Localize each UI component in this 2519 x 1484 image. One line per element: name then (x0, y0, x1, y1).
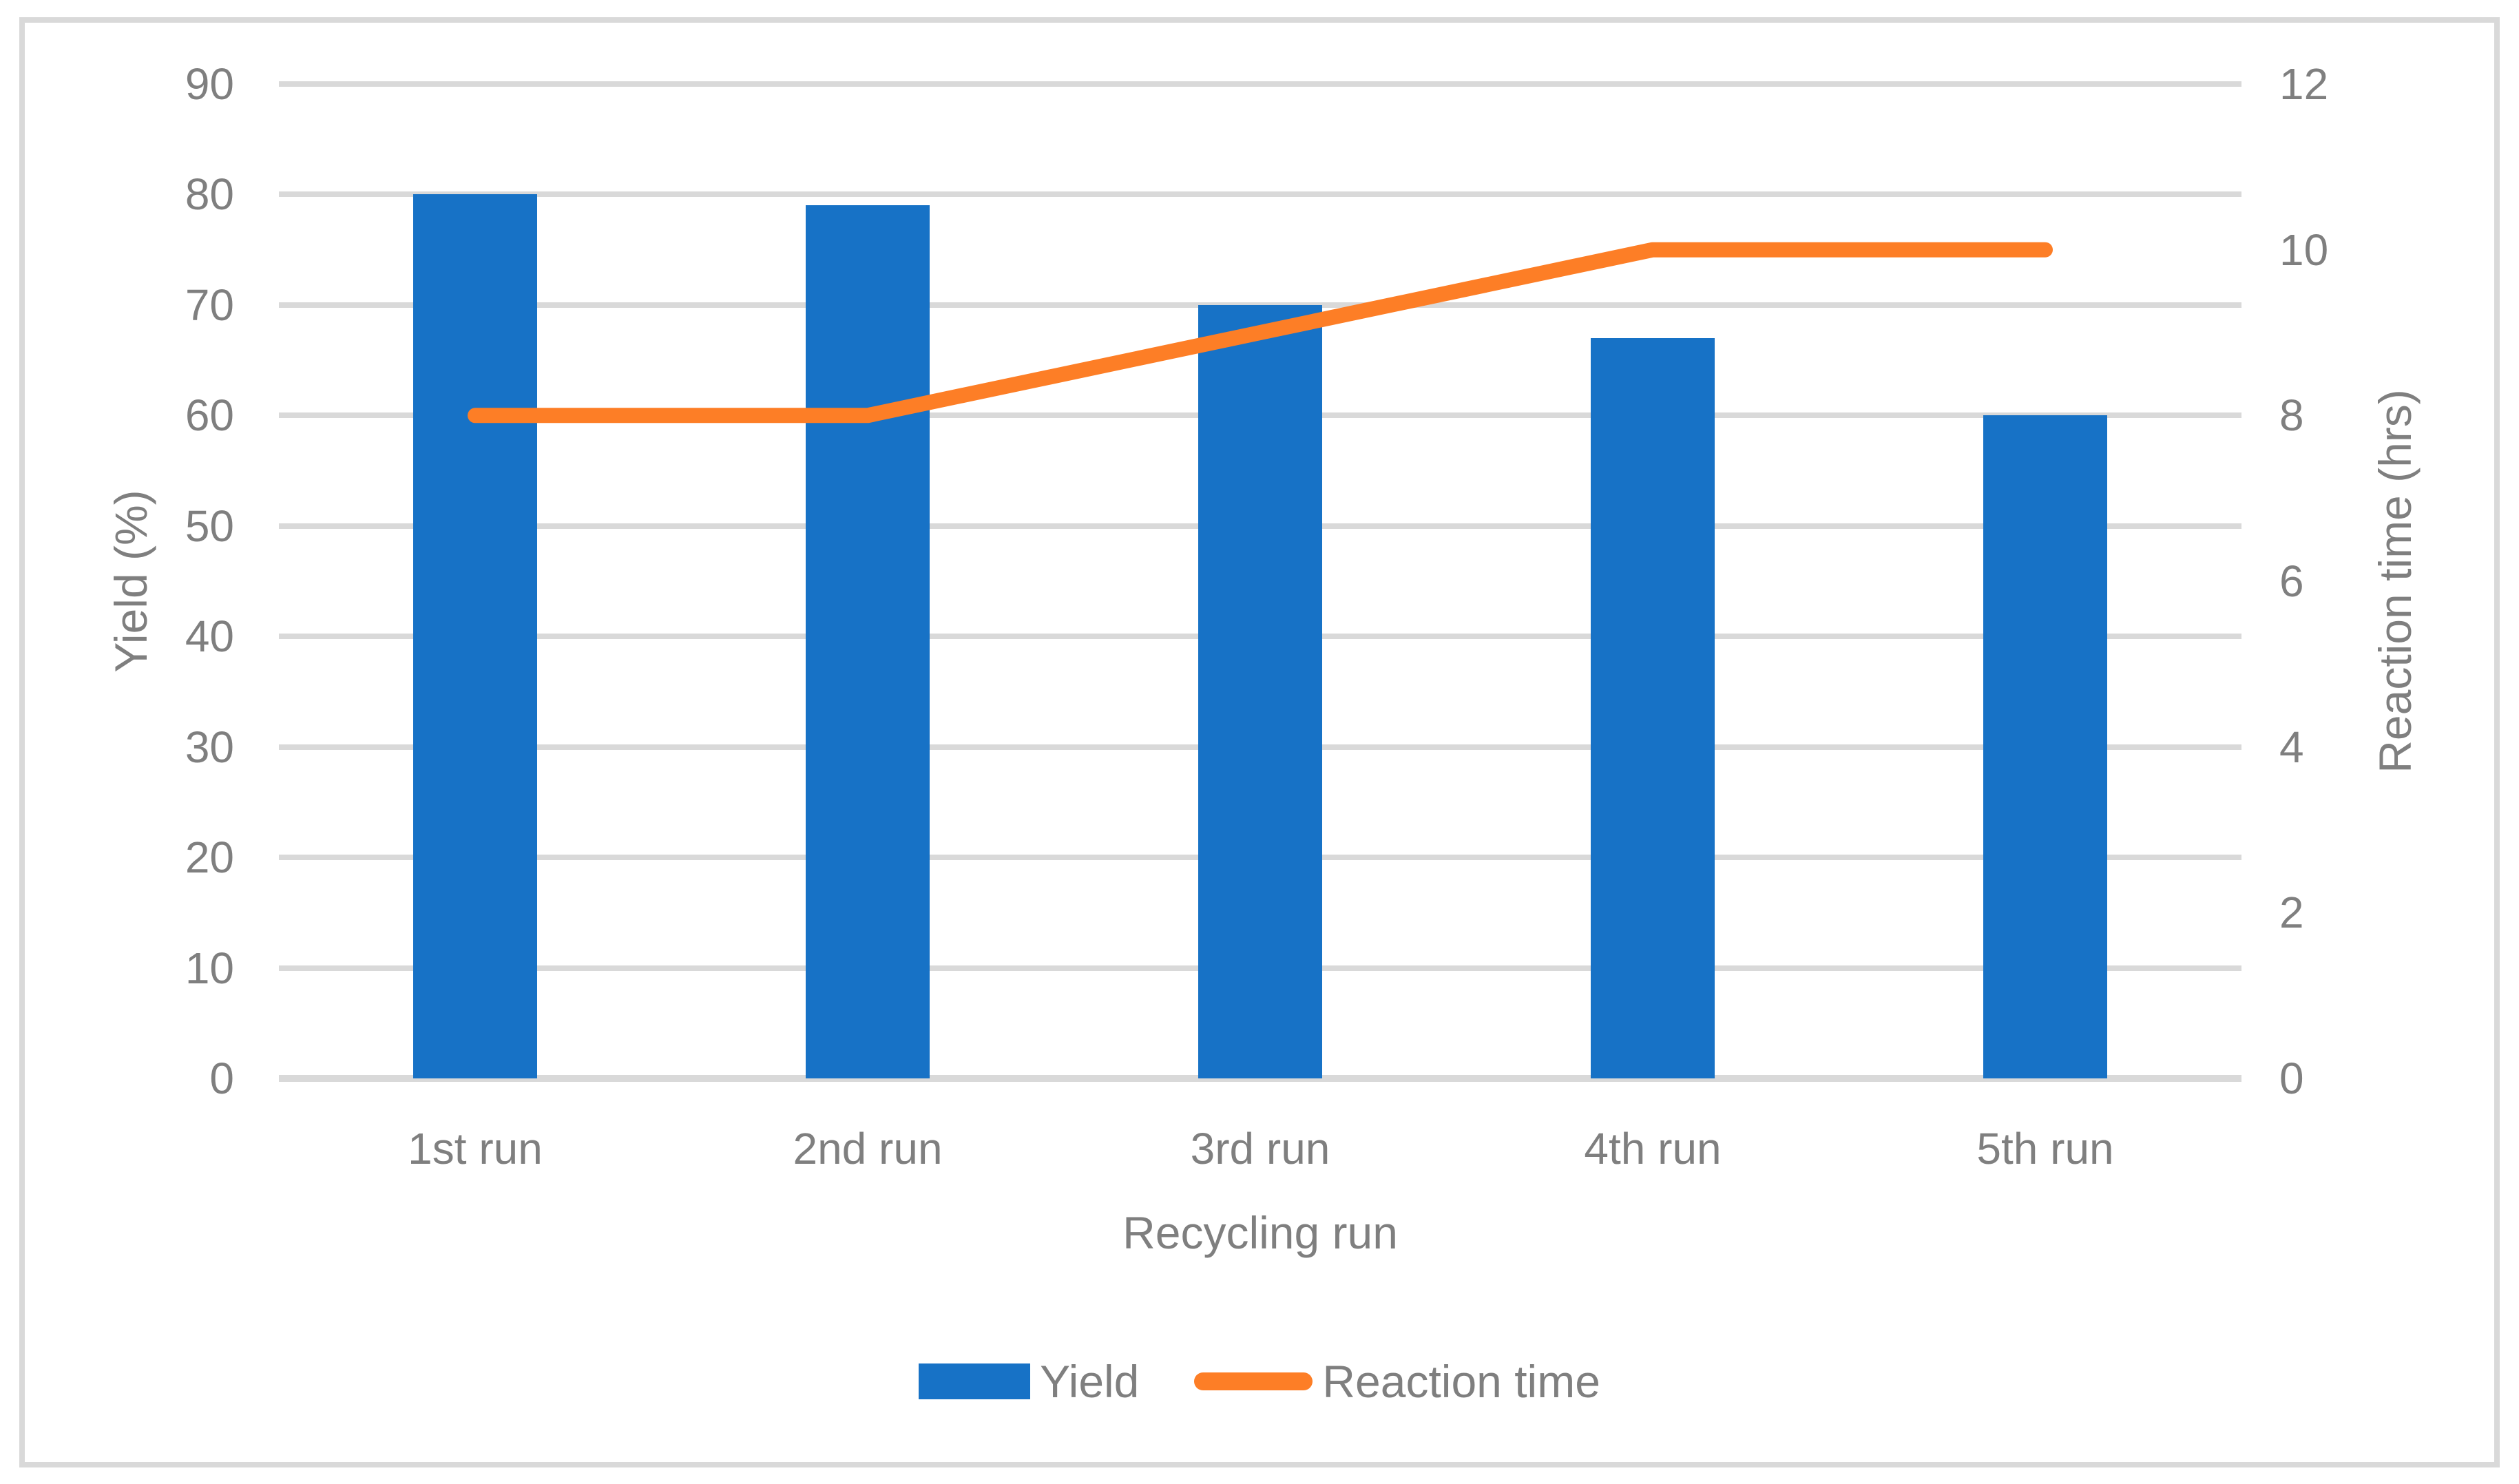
left-axis-tick-label: 80 (185, 169, 234, 220)
legend-swatch-yield (919, 1363, 1031, 1399)
x-category-label-2nd-run: 2nd run (793, 1124, 943, 1173)
legend: Yield Reaction time (0, 1347, 2519, 1416)
left-axis-tick-label: 10 (185, 943, 234, 993)
x-category-label-5th-run: 5th run (1976, 1124, 2114, 1173)
x-category-label-1st-run: 1st run (408, 1124, 543, 1173)
right-axis-tick-label: 10 (2279, 224, 2329, 275)
reaction-time-line (468, 242, 2053, 424)
x-axis-title: Recycling run (1122, 1207, 1398, 1258)
legend-label-yield: Yield (1040, 1356, 1140, 1407)
legend-label-reaction-time: Reaction time (1322, 1356, 1600, 1407)
plot-area (279, 81, 2241, 1082)
legend-swatch-reaction-time (1194, 1372, 1313, 1390)
left-axis-tick-label: 0 (209, 1054, 234, 1103)
legend-item-yield: Yield (919, 1357, 1139, 1405)
right-axis-tick-label: 2 (2279, 888, 2304, 938)
right-axis-title: Reaction time (hrs) (2370, 389, 2421, 773)
right-axis-tick-label: 6 (2279, 556, 2304, 606)
x-category-label-4th-run: 4th run (1584, 1124, 1722, 1173)
left-axis-tick-label: 50 (185, 501, 234, 551)
bar-2nd-run (806, 205, 930, 1078)
x-category-label-3rd-run: 3rd run (1190, 1124, 1330, 1173)
right-axis-tick-label: 0 (2279, 1054, 2304, 1103)
bar-5th-run (1983, 415, 2107, 1078)
right-axis-tick-label: 8 (2279, 390, 2304, 441)
bar-1st-run (413, 194, 537, 1078)
left-axis-tick-label: 40 (185, 612, 234, 662)
legend-item-reaction-time: Reaction time (1194, 1357, 1600, 1405)
left-axis-tick-label: 70 (185, 280, 234, 330)
left-axis-tick-label: 90 (185, 59, 234, 109)
left-axis-tick-label: 20 (185, 833, 234, 883)
left-axis-tick-label: 60 (185, 390, 234, 441)
right-axis-tick-label: 4 (2279, 722, 2304, 772)
gridline (279, 191, 2241, 198)
right-axis-tick-label: 12 (2279, 59, 2329, 109)
left-axis-tick-label: 30 (185, 722, 234, 772)
bar-4th-run (1591, 338, 1715, 1078)
gridline (279, 81, 2241, 87)
x-axis-baseline (279, 1075, 2241, 1082)
left-axis-title: Yield (%) (105, 490, 156, 673)
reaction-time-line-layer (468, 242, 2053, 424)
bar-3rd-run (1198, 304, 1322, 1078)
